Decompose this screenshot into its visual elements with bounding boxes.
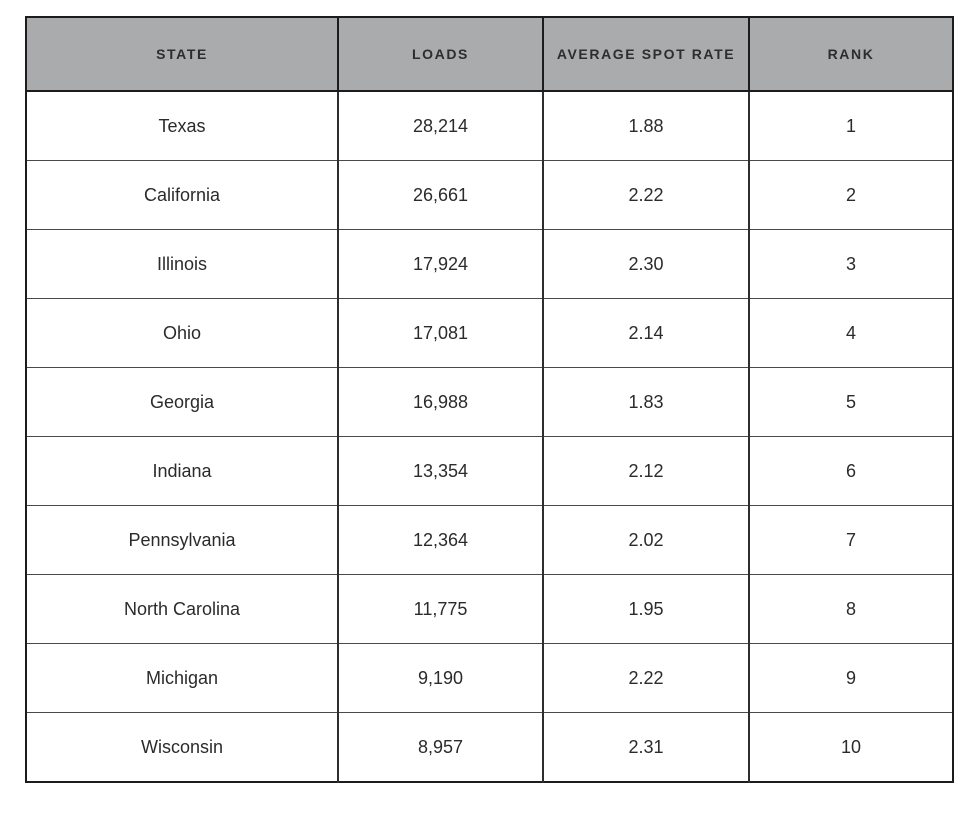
- table-row: California 26,661 2.22 2: [26, 160, 953, 230]
- cell-rank: 2: [748, 160, 953, 230]
- table-row: Ohio 17,081 2.14 4: [26, 298, 953, 368]
- cell-loads: 13,354: [337, 436, 543, 506]
- cell-loads: 16,988: [337, 367, 543, 437]
- cell-loads: 12,364: [337, 505, 543, 575]
- cell-rate: 1.95: [542, 574, 749, 644]
- cell-loads: 28,214: [337, 91, 543, 161]
- cell-rate: 2.30: [542, 229, 749, 299]
- table-row: Texas 28,214 1.88 1: [26, 91, 953, 161]
- cell-loads: 17,081: [337, 298, 543, 368]
- column-header-rate: AVERAGE SPOT RATE: [542, 17, 749, 92]
- cell-rank: 10: [748, 712, 953, 782]
- cell-rate: 2.31: [542, 712, 749, 782]
- cell-state: Illinois: [26, 229, 338, 299]
- cell-state: Georgia: [26, 367, 338, 437]
- table-row: Indiana 13,354 2.12 6: [26, 436, 953, 506]
- cell-rank: 5: [748, 367, 953, 437]
- table-header-row: STATE LOADS AVERAGE SPOT RATE RANK: [26, 17, 953, 92]
- state-loads-table: STATE LOADS AVERAGE SPOT RATE RANK Texas 28,…: [25, 16, 954, 783]
- cell-rank: 9: [748, 643, 953, 713]
- table-row: Wisconsin 8,957 2.31 10: [26, 712, 953, 782]
- cell-state: Pennsylvania: [26, 505, 338, 575]
- cell-loads: 26,661: [337, 160, 543, 230]
- column-header-rank: RANK: [748, 17, 953, 92]
- cell-state: Ohio: [26, 298, 338, 368]
- cell-state: Texas: [26, 91, 338, 161]
- table-row: Georgia 16,988 1.83 5: [26, 367, 953, 437]
- cell-loads: 11,775: [337, 574, 543, 644]
- cell-rate: 2.22: [542, 160, 749, 230]
- state-loads-table-container: STATE LOADS AVERAGE SPOT RATE RANK Texas 28,…: [25, 16, 954, 783]
- table-row: North Carolina 11,775 1.95 8: [26, 574, 953, 644]
- cell-loads: 9,190: [337, 643, 543, 713]
- cell-rate: 2.02: [542, 505, 749, 575]
- table-row: Pennsylvania 12,364 2.02 7: [26, 505, 953, 575]
- table-header: STATE LOADS AVERAGE SPOT RATE RANK: [26, 17, 953, 92]
- column-header-state: STATE: [26, 17, 338, 92]
- cell-state: North Carolina: [26, 574, 338, 644]
- cell-loads: 8,957: [337, 712, 543, 782]
- cell-rank: 7: [748, 505, 953, 575]
- cell-state: Wisconsin: [26, 712, 338, 782]
- cell-state: Indiana: [26, 436, 338, 506]
- cell-state: Michigan: [26, 643, 338, 713]
- cell-rank: 8: [748, 574, 953, 644]
- column-header-loads: LOADS: [337, 17, 543, 92]
- cell-rank: 6: [748, 436, 953, 506]
- cell-rate: 2.14: [542, 298, 749, 368]
- cell-rate: 2.12: [542, 436, 749, 506]
- cell-rate: 2.22: [542, 643, 749, 713]
- cell-rate: 1.88: [542, 91, 749, 161]
- cell-rate: 1.83: [542, 367, 749, 437]
- cell-rank: 1: [748, 91, 953, 161]
- cell-state: California: [26, 160, 338, 230]
- table-body: Texas 28,214 1.88 1 California 26,661 2.22 2 Ill…: [26, 91, 953, 782]
- table-row: Michigan 9,190 2.22 9: [26, 643, 953, 713]
- cell-rank: 4: [748, 298, 953, 368]
- cell-loads: 17,924: [337, 229, 543, 299]
- cell-rank: 3: [748, 229, 953, 299]
- table-row: Illinois 17,924 2.30 3: [26, 229, 953, 299]
